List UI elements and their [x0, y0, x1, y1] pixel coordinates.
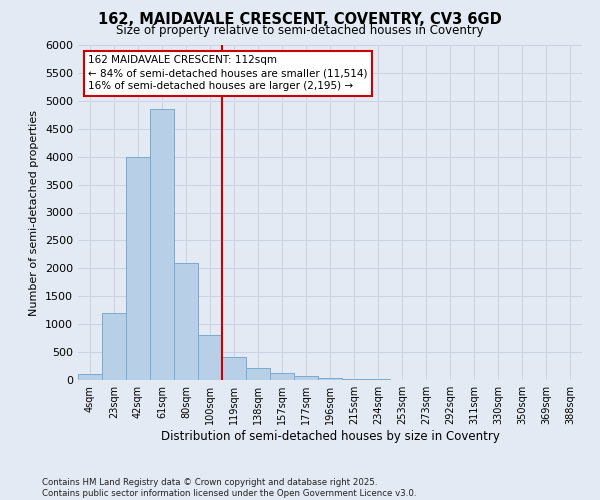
Text: Size of property relative to semi-detached houses in Coventry: Size of property relative to semi-detach…	[116, 24, 484, 37]
Bar	[102, 313, 126, 380]
Text: Contains HM Land Registry data © Crown copyright and database right 2025.
Contai: Contains HM Land Registry data © Crown c…	[42, 478, 416, 498]
Bar	[150, 109, 174, 380]
Bar	[198, 336, 222, 380]
Bar	[270, 372, 294, 380]
Bar	[342, 379, 366, 380]
Bar	[174, 263, 198, 380]
Bar	[246, 368, 270, 380]
Bar	[78, 374, 102, 380]
Bar	[126, 156, 150, 380]
Bar	[222, 356, 246, 380]
Text: 162, MAIDAVALE CRESCENT, COVENTRY, CV3 6GD: 162, MAIDAVALE CRESCENT, COVENTRY, CV3 6…	[98, 12, 502, 28]
X-axis label: Distribution of semi-detached houses by size in Coventry: Distribution of semi-detached houses by …	[161, 430, 499, 443]
Y-axis label: Number of semi-detached properties: Number of semi-detached properties	[29, 110, 40, 316]
Text: 162 MAIDAVALE CRESCENT: 112sqm
← 84% of semi-detached houses are smaller (11,514: 162 MAIDAVALE CRESCENT: 112sqm ← 84% of …	[88, 55, 368, 92]
Bar	[318, 378, 342, 380]
Bar	[294, 376, 318, 380]
